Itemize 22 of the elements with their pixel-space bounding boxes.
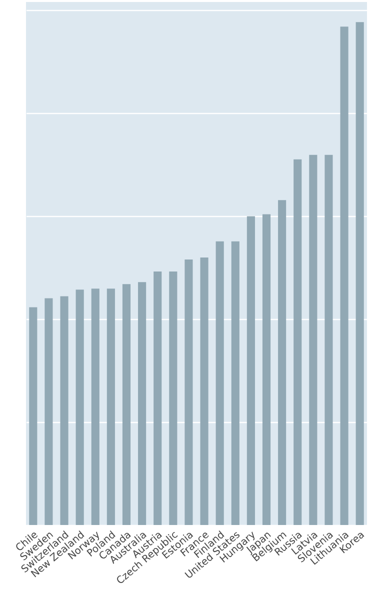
bar	[246, 216, 255, 525]
bar	[356, 22, 364, 525]
bar	[138, 282, 146, 525]
bar	[309, 154, 318, 525]
bar	[278, 200, 286, 525]
bar	[44, 298, 53, 525]
bar	[106, 288, 115, 525]
bar	[216, 241, 224, 525]
bar	[262, 214, 271, 525]
bar	[122, 284, 131, 525]
bar	[91, 288, 100, 525]
bar	[29, 307, 38, 525]
bar	[169, 272, 178, 525]
bar	[76, 290, 84, 525]
bar	[60, 296, 68, 525]
bar	[184, 259, 193, 525]
bar	[340, 26, 348, 525]
bar	[324, 154, 333, 525]
bar	[231, 241, 240, 525]
bar	[200, 257, 208, 525]
bar	[154, 272, 162, 525]
bar	[294, 159, 302, 525]
